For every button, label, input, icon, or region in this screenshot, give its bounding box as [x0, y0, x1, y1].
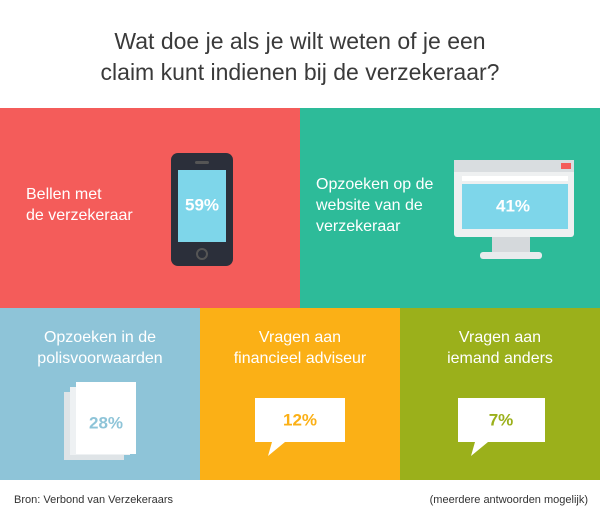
tile-label: iemand anders: [447, 350, 553, 367]
tile-label: Vragen aan: [459, 329, 541, 346]
value: 7%: [489, 410, 514, 429]
tile-label: financieel adviseur: [234, 350, 367, 367]
phone-button: [196, 248, 208, 260]
footnote: (meerdere antwoorden mogelijk): [430, 494, 588, 506]
value: 59%: [185, 195, 219, 214]
monitor-screen: [462, 184, 568, 229]
value: 28%: [89, 413, 123, 432]
monitor-stand: [492, 235, 530, 253]
tile-label: Opzoeken op de: [316, 176, 434, 193]
title: claim kunt indienen bij de verzekeraar?: [101, 59, 500, 85]
document-icon: [76, 382, 136, 454]
address-bar: [462, 176, 568, 181]
tile-label: Opzoeken in de: [44, 329, 156, 346]
tile: [400, 308, 600, 480]
browser-bar: [454, 160, 574, 172]
speech-bubble: [255, 398, 345, 456]
value: 12%: [283, 410, 317, 429]
phone-speaker: [195, 161, 209, 164]
tile-label: polisvoorwaarden: [37, 350, 162, 367]
tile: [200, 308, 400, 480]
tile-label: verzekeraar: [316, 218, 401, 235]
speech-bubble: [458, 398, 545, 456]
tile: [0, 108, 300, 308]
phone-screen: [178, 170, 226, 242]
tile-label: website van de: [315, 197, 423, 214]
tile-label: de verzekeraar: [26, 207, 133, 224]
value: 41%: [496, 196, 530, 215]
tile-label: Bellen met: [26, 186, 102, 203]
source: Bron: Verbond van Verzekeraars: [14, 494, 173, 506]
title: Wat doe je als je wilt weten of je een: [114, 28, 485, 54]
monitor-base: [480, 252, 542, 259]
browser-close: [561, 163, 571, 169]
tile-label: Vragen aan: [259, 329, 341, 346]
